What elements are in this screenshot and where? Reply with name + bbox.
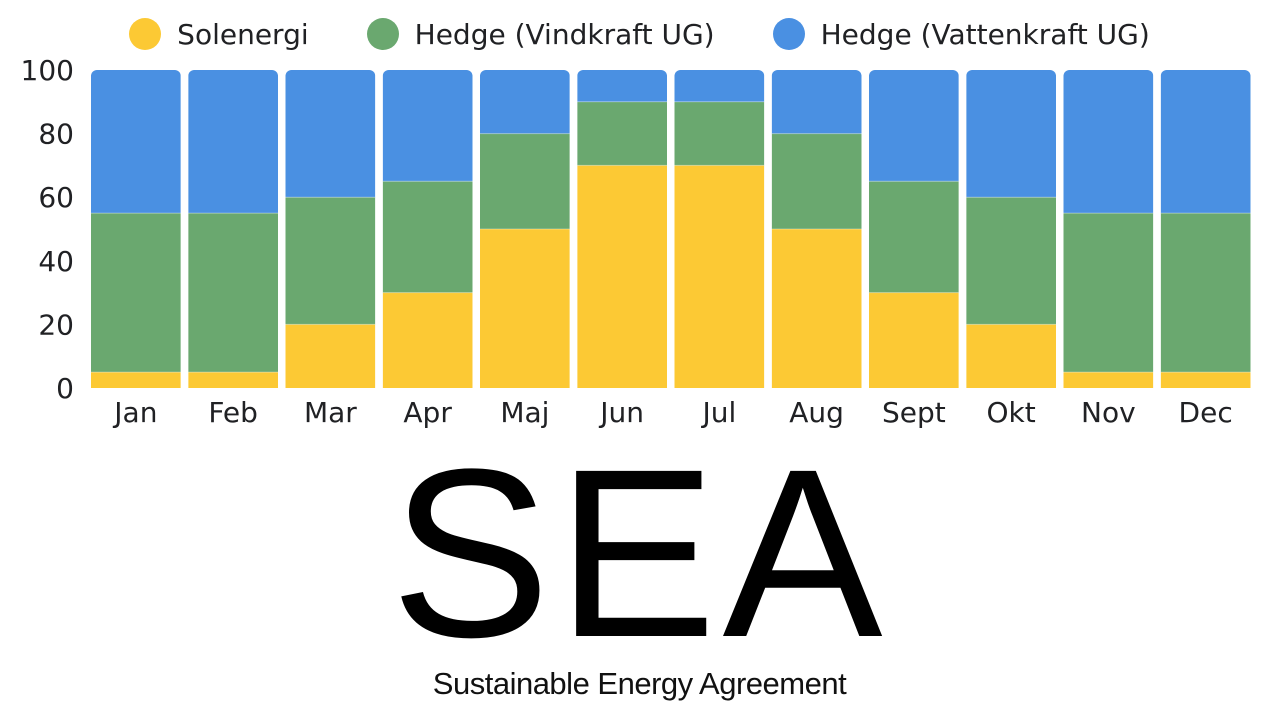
bar-segment bbox=[382, 70, 473, 182]
legend-item: Hedge (Vattenkraft UG) bbox=[772, 17, 1150, 51]
bar-segment bbox=[480, 70, 570, 134]
y-tick-label: 20 bbox=[38, 308, 74, 341]
x-tick-label: Okt bbox=[987, 396, 1036, 429]
bar-stack-jan bbox=[91, 70, 181, 388]
legend-label: Hedge (Vindkraft UG) bbox=[414, 17, 715, 51]
bar-stack-dec bbox=[1160, 70, 1251, 388]
legend-swatch-dot bbox=[129, 18, 162, 50]
bar-segment bbox=[1063, 213, 1154, 373]
x-tick-label: Apr bbox=[403, 396, 452, 429]
bar-segment bbox=[966, 70, 1056, 198]
bar-segment bbox=[771, 229, 862, 388]
bar-stack-jul bbox=[674, 70, 765, 388]
bar-segment bbox=[674, 165, 765, 388]
bar-segment bbox=[1063, 70, 1154, 214]
bar-stack-sept bbox=[869, 70, 959, 388]
legend-label: Hedge (Vattenkraft UG) bbox=[820, 17, 1150, 51]
sea-logo: SEA Sustainable Energy Agreement bbox=[0, 419, 1279, 702]
bar-segment bbox=[1160, 213, 1251, 373]
logo-subtitle: Sustainable Energy Agreement bbox=[432, 666, 847, 701]
bar-segment bbox=[674, 101, 765, 166]
bar-stack-nov bbox=[1063, 70, 1154, 388]
bar-segment bbox=[285, 324, 376, 388]
bar-segment bbox=[869, 292, 959, 388]
bar-segment bbox=[966, 324, 1056, 388]
x-tick-label: Jan bbox=[112, 396, 157, 429]
bar-stack-maj bbox=[480, 70, 570, 388]
bar-stack-jun bbox=[577, 70, 667, 388]
bar-segment bbox=[1063, 372, 1154, 388]
bar-stack-aug bbox=[771, 70, 862, 388]
bar-stack-mar bbox=[285, 70, 376, 388]
legend-item: Hedge (Vindkraft UG) bbox=[366, 17, 715, 51]
legend-item: Solenergi bbox=[129, 17, 309, 51]
bar-segment bbox=[91, 213, 181, 373]
bar-segment bbox=[382, 292, 473, 388]
y-tick-label: 40 bbox=[38, 245, 74, 278]
y-tick-label: 80 bbox=[38, 118, 74, 151]
bar-segment bbox=[382, 181, 473, 293]
x-tick-label: Mar bbox=[304, 396, 357, 429]
y-tick-label: 60 bbox=[38, 181, 74, 214]
x-tick-label: Jul bbox=[700, 396, 736, 429]
x-tick-label: Feb bbox=[208, 396, 258, 429]
bar-segment bbox=[771, 133, 862, 229]
legend-swatch-dot bbox=[366, 18, 399, 50]
bar-segment bbox=[869, 70, 959, 182]
bar-stack-feb bbox=[188, 70, 278, 388]
bar-segment bbox=[285, 70, 376, 198]
bar-segment bbox=[480, 133, 570, 229]
y-tick-label: 100 bbox=[21, 54, 74, 87]
bar-segment bbox=[674, 70, 765, 102]
bar-segment bbox=[771, 70, 862, 134]
bar-segment bbox=[577, 70, 667, 102]
logo-title: SEA bbox=[390, 419, 889, 687]
bar-segment bbox=[91, 372, 181, 388]
x-tick-label: Aug bbox=[789, 396, 844, 429]
bar-segment bbox=[966, 197, 1056, 325]
x-tick-label: Maj bbox=[500, 396, 549, 429]
legend-swatch-dot bbox=[772, 18, 805, 50]
bar-segment bbox=[188, 372, 278, 388]
x-tick-label: Nov bbox=[1081, 396, 1136, 429]
x-tick-label: Jun bbox=[598, 396, 644, 429]
x-tick-label: Sept bbox=[882, 396, 946, 429]
bar-segment bbox=[188, 213, 278, 373]
bar-segment bbox=[1160, 70, 1251, 214]
chart-legend: Solenergi Hedge (Vindkraft UG) Hedge (Vatt… bbox=[0, 12, 1279, 56]
bar-segment bbox=[91, 70, 181, 214]
stacked-bar-chart: 0 20 40 60 80 100 Jan Feb Mar Apr Maj Jun Jul Aug Sept… bbox=[21, 54, 1251, 429]
bar-stack-apr bbox=[382, 70, 473, 388]
bar-segment bbox=[188, 70, 278, 214]
bar-segment bbox=[577, 165, 667, 388]
bar-segment bbox=[480, 229, 570, 388]
bar-segment bbox=[1160, 372, 1251, 388]
bar-segment bbox=[869, 181, 959, 293]
bar-stack-okt bbox=[966, 70, 1056, 388]
y-tick-label: 0 bbox=[56, 372, 74, 405]
bar-segment bbox=[285, 197, 376, 325]
bar-segment bbox=[577, 101, 667, 166]
legend-label: Solenergi bbox=[177, 17, 309, 51]
x-tick-label: Dec bbox=[1179, 396, 1233, 429]
